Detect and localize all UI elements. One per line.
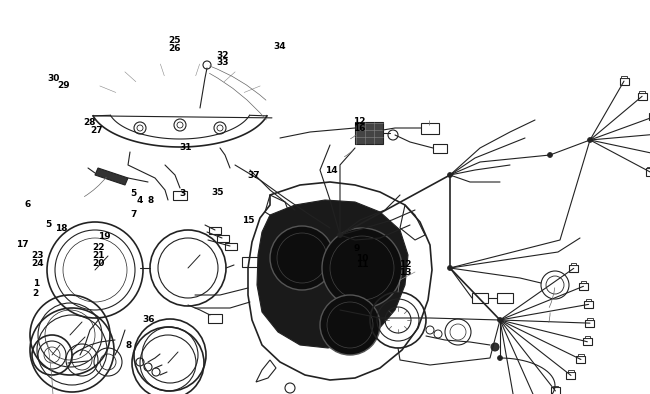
Text: 8: 8 [148,197,154,205]
Bar [647,167,650,168]
Text: 2: 2 [32,289,39,298]
Text: 28: 28 [83,118,96,126]
Circle shape [270,226,334,290]
Bar [569,265,578,272]
Text: 24: 24 [31,259,44,268]
Circle shape [447,266,452,271]
Bar [173,191,187,199]
Circle shape [547,152,552,158]
Text: 13: 13 [398,268,411,277]
Bar [551,387,560,394]
Circle shape [144,363,152,371]
Bar [587,318,593,320]
Circle shape [136,358,144,366]
Bar [209,227,221,234]
Bar [225,242,237,249]
Text: 11: 11 [356,260,369,269]
Text: 19: 19 [98,232,111,241]
Text: 30: 30 [47,74,60,82]
Text: 26: 26 [168,44,181,52]
Text: 1: 1 [32,279,39,288]
Bar [580,281,586,282]
Bar [208,314,222,323]
Bar [621,76,627,78]
Text: 15: 15 [242,216,255,225]
Bar [472,293,488,303]
Text: 6: 6 [24,200,31,208]
Circle shape [320,295,380,355]
Text: 3: 3 [179,189,185,197]
Text: 8: 8 [125,342,132,350]
Circle shape [152,368,160,376]
Circle shape [491,343,499,351]
Text: 25: 25 [168,36,181,45]
Bar [619,78,629,85]
Circle shape [322,228,402,308]
Bar [433,143,447,152]
Text: 18: 18 [55,224,68,233]
Text: 31: 31 [179,143,192,152]
Bar [566,372,575,379]
Circle shape [497,355,502,361]
Bar [578,354,584,356]
Text: 29: 29 [57,82,70,90]
Text: 4: 4 [136,197,143,205]
Text: 7: 7 [130,210,136,219]
Text: 10: 10 [356,254,369,262]
Text: 17: 17 [16,240,29,249]
Text: 36: 36 [142,316,155,324]
Polygon shape [257,200,408,348]
Text: 33: 33 [216,58,229,67]
Text: 14: 14 [325,166,338,175]
Text: 34: 34 [273,42,286,51]
Bar [583,338,592,346]
Bar [579,282,588,290]
Bar [645,168,650,175]
Bar [497,293,513,303]
Text: 20: 20 [92,260,105,268]
Text: 32: 32 [216,51,229,59]
Text: 12: 12 [398,260,411,269]
Bar [355,122,383,144]
Bar [586,320,595,327]
Bar [586,299,592,301]
Bar [552,385,558,387]
Bar [242,257,258,267]
Bar [638,93,647,100]
Bar [640,91,645,93]
Text: 21: 21 [92,251,105,260]
Bar [584,301,593,308]
Text: 27: 27 [90,126,103,134]
Bar [568,370,573,372]
Bar [577,356,586,363]
Text: 5: 5 [46,220,52,229]
Text: 5: 5 [130,189,136,197]
Polygon shape [95,168,128,185]
Circle shape [588,138,593,143]
Text: 9: 9 [353,244,359,253]
Circle shape [497,318,502,323]
Text: 35: 35 [211,188,224,197]
Bar [584,336,590,338]
Circle shape [337,232,343,238]
Bar [421,123,439,134]
Text: 12: 12 [352,117,365,126]
Text: 16: 16 [352,124,365,132]
Bar [217,234,229,242]
Circle shape [447,173,452,178]
Bar [571,263,577,265]
Text: 37: 37 [247,171,260,180]
Text: 22: 22 [92,243,105,252]
Text: 23: 23 [31,251,44,260]
